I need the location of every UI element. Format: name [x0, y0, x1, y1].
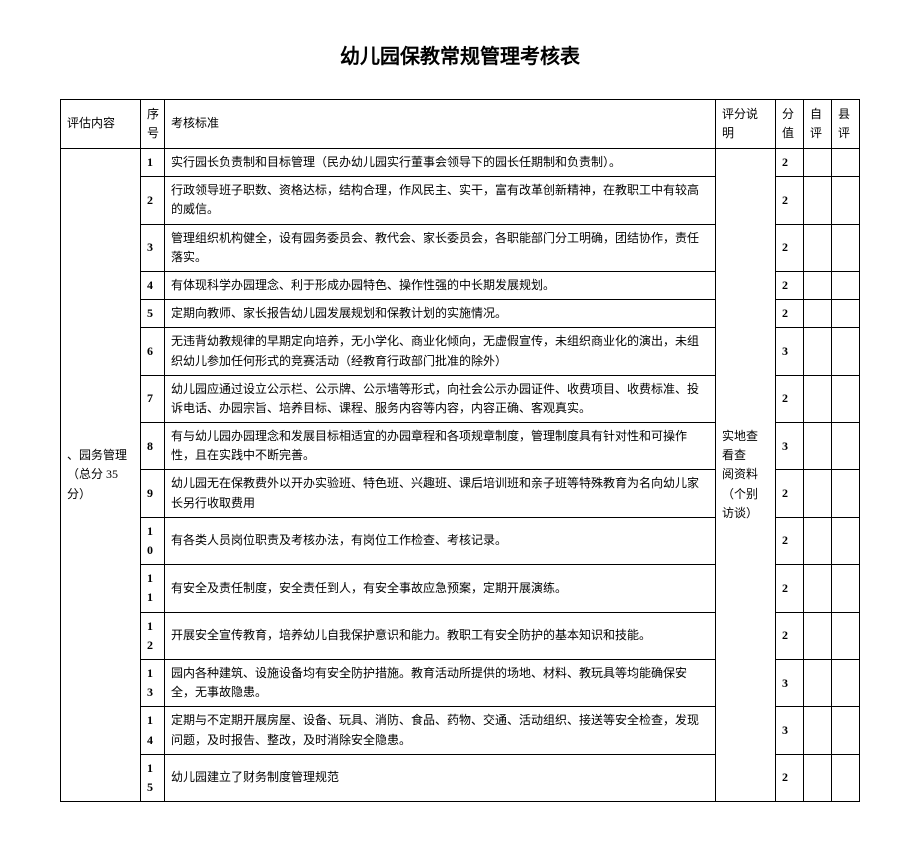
score-cell: 3 — [776, 707, 804, 754]
seq-cell: 3 — [141, 224, 165, 271]
seq-cell: 4 — [141, 271, 165, 299]
score-cell: 2 — [776, 517, 804, 564]
score-cell: 3 — [776, 423, 804, 470]
score-cell: 2 — [776, 375, 804, 422]
header-self: 自评 — [804, 100, 832, 149]
header-county: 县评 — [832, 100, 860, 149]
county-cell — [832, 300, 860, 328]
standard-cell: 管理组织机构健全，设有园务委员会、教代会、家长委员会，各职能部门分工明确，团结协… — [165, 224, 716, 271]
header-seq: 序号 — [141, 100, 165, 149]
score-cell: 3 — [776, 328, 804, 375]
header-standard: 考核标准 — [165, 100, 716, 149]
standard-cell: 实行园长负责制和目标管理（民办幼儿园实行董事会领导下的园长任期制和负责制）。 — [165, 149, 716, 177]
category-label-2: （总分 35 分） — [67, 467, 118, 500]
standard-cell: 有与幼儿园办园理念和发展目标相适宜的办园章程和各项规章制度，管理制度具有针对性和… — [165, 423, 716, 470]
assessment-table: 评估内容 序号 考核标准 评分说明 分值 自评 县评 、园务管理（总分 35 分… — [60, 99, 860, 802]
header-score: 分值 — [776, 100, 804, 149]
county-cell — [832, 612, 860, 659]
county-cell — [832, 224, 860, 271]
seq-cell: 7 — [141, 375, 165, 422]
self-cell — [804, 423, 832, 470]
seq-cell: 2 — [141, 177, 165, 224]
score-cell: 3 — [776, 659, 804, 706]
county-cell — [832, 754, 860, 801]
seq-cell: 15 — [141, 754, 165, 801]
seq-cell: 9 — [141, 470, 165, 517]
county-cell — [832, 565, 860, 612]
score-cell: 2 — [776, 300, 804, 328]
seq-cell: 6 — [141, 328, 165, 375]
standard-cell: 行政领导班子职数、资格达标，结构合理，作风民主、实干，富有改革创新精神，在教职工… — [165, 177, 716, 224]
seq-cell: 1 — [141, 149, 165, 177]
seq-cell: 13 — [141, 659, 165, 706]
category-label-1: 、园务管理 — [67, 448, 127, 462]
self-cell — [804, 754, 832, 801]
self-cell — [804, 177, 832, 224]
standard-cell: 无违背幼教规律的早期定向培养，无小学化、商业化倾向，无虚假宣传，未组织商业化的演… — [165, 328, 716, 375]
score-cell: 2 — [776, 754, 804, 801]
self-cell — [804, 659, 832, 706]
score-cell: 2 — [776, 149, 804, 177]
score-cell: 2 — [776, 565, 804, 612]
county-cell — [832, 328, 860, 375]
note-line1: 实地查看查 — [722, 429, 758, 462]
category-cell: 、园务管理 （总分 35 分） — [61, 149, 141, 802]
county-cell — [832, 375, 860, 422]
self-cell — [804, 517, 832, 564]
standard-cell: 幼儿园无在保教费外以开办实验班、特色班、兴趣班、课后培训班和亲子班等特殊教育为名… — [165, 470, 716, 517]
seq-cell: 5 — [141, 300, 165, 328]
seq-cell: 14 — [141, 707, 165, 754]
self-cell — [804, 565, 832, 612]
note-line3: 访谈） — [722, 506, 758, 520]
self-cell — [804, 328, 832, 375]
note-line2: 阅资料（个别 — [722, 467, 758, 500]
header-category: 评估内容 — [61, 100, 141, 149]
standard-cell: 园内各种建筑、设施设备均有安全防护措施。教育活动所提供的场地、材料、教玩具等均能… — [165, 659, 716, 706]
score-cell: 2 — [776, 470, 804, 517]
note-cell: 实地查看查阅资料（个别访谈） — [716, 149, 776, 802]
self-cell — [804, 375, 832, 422]
seq-cell: 11 — [141, 565, 165, 612]
standard-cell: 幼儿园应通过设立公示栏、公示牌、公示墙等形式，向社会公示办园证件、收费项目、收费… — [165, 375, 716, 422]
header-note: 评分说明 — [716, 100, 776, 149]
standard-cell: 幼儿园建立了财务制度管理规范 — [165, 754, 716, 801]
score-cell: 2 — [776, 224, 804, 271]
county-cell — [832, 470, 860, 517]
standard-cell: 有安全及责任制度，安全责任到人，有安全事故应急预案，定期开展演练。 — [165, 565, 716, 612]
self-cell — [804, 224, 832, 271]
county-cell — [832, 423, 860, 470]
standard-cell: 有各类人员岗位职责及考核办法，有岗位工作检查、考核记录。 — [165, 517, 716, 564]
score-cell: 2 — [776, 177, 804, 224]
self-cell — [804, 300, 832, 328]
self-cell — [804, 271, 832, 299]
standard-cell: 有体现科学办园理念、利于形成办园特色、操作性强的中长期发展规划。 — [165, 271, 716, 299]
page-title: 幼儿园保教常规管理考核表 — [60, 40, 860, 69]
score-cell: 2 — [776, 271, 804, 299]
table-row: 、园务管理（总分 35 分）1实行园长负责制和目标管理（民办幼儿园实行董事会领导… — [61, 149, 860, 177]
seq-cell: 12 — [141, 612, 165, 659]
county-cell — [832, 659, 860, 706]
county-cell — [832, 271, 860, 299]
self-cell — [804, 470, 832, 517]
standard-cell: 定期向教师、家长报告幼儿园发展规划和保教计划的实施情况。 — [165, 300, 716, 328]
self-cell — [804, 612, 832, 659]
county-cell — [832, 149, 860, 177]
score-cell: 2 — [776, 612, 804, 659]
standard-cell: 定期与不定期开展房屋、设备、玩具、消防、食品、药物、交通、活动组织、接送等安全检… — [165, 707, 716, 754]
standard-cell: 开展安全宣传教育，培养幼儿自我保护意识和能力。教职工有安全防护的基本知识和技能。 — [165, 612, 716, 659]
county-cell — [832, 177, 860, 224]
self-cell — [804, 707, 832, 754]
self-cell — [804, 149, 832, 177]
county-cell — [832, 707, 860, 754]
county-cell — [832, 517, 860, 564]
seq-cell: 8 — [141, 423, 165, 470]
header-row: 评估内容 序号 考核标准 评分说明 分值 自评 县评 — [61, 100, 860, 149]
seq-cell: 10 — [141, 517, 165, 564]
